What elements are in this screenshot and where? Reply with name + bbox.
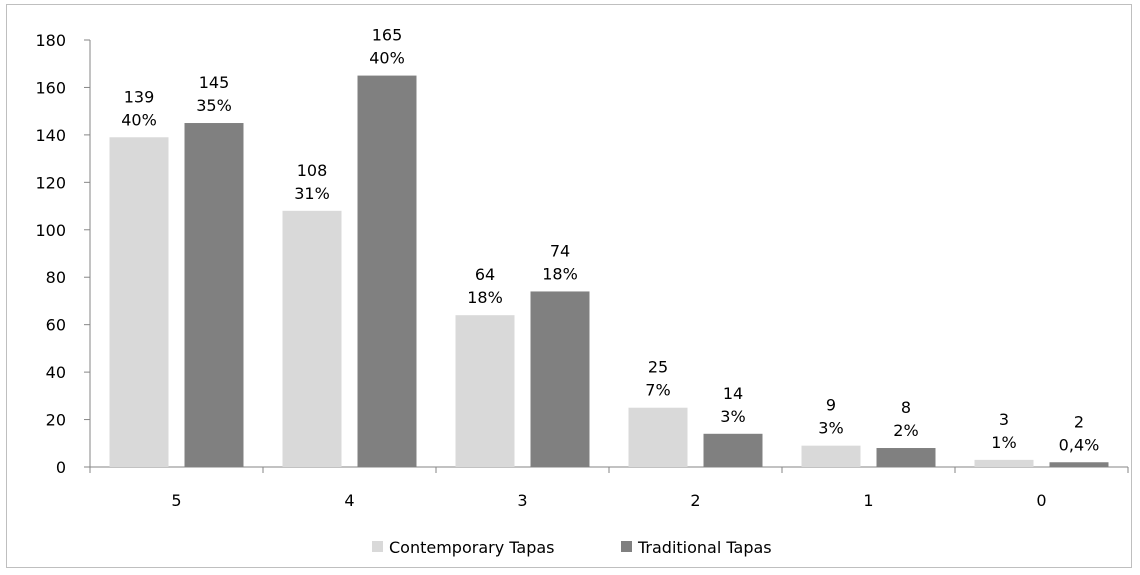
bar-contemporary — [282, 210, 342, 468]
data-label-value: 64 — [475, 265, 495, 284]
data-label-value: 108 — [297, 161, 328, 180]
data-label-value: 8 — [901, 398, 911, 417]
y-tick-label: 20 — [46, 411, 66, 430]
bar-contemporary — [801, 445, 861, 467]
y-tick-label: 140 — [35, 126, 66, 145]
y-axis: 0 20 40 60 80 100 120 140 160 180 — [35, 31, 91, 477]
x-tick-label: 0 — [1036, 491, 1046, 510]
data-label-value: 2 — [1074, 412, 1084, 431]
y-tick-label: 180 — [35, 31, 66, 50]
y-tick-label: 80 — [46, 268, 66, 287]
bar-traditional — [876, 448, 936, 467]
bars — [109, 75, 1109, 468]
x-tick-label: 2 — [690, 491, 700, 510]
data-label-value: 74 — [550, 241, 570, 260]
data-label-value: 3 — [999, 410, 1009, 429]
data-label-value: 25 — [648, 358, 668, 377]
x-axis: 5 4 3 2 1 0 — [89, 466, 1129, 510]
x-tick-label: 5 — [171, 491, 181, 510]
bar-contemporary — [455, 315, 515, 467]
y-tick-label: 160 — [35, 78, 66, 97]
data-label-percent: 7% — [645, 381, 670, 400]
bar-contemporary — [628, 407, 688, 467]
x-tick-label: 3 — [517, 491, 527, 510]
bar-traditional — [184, 123, 244, 468]
data-label-percent: 2% — [893, 421, 918, 440]
legend-swatch — [621, 541, 632, 552]
data-label-percent: 40% — [369, 49, 405, 68]
x-tick-label: 4 — [344, 491, 354, 510]
x-tick-label: 1 — [863, 491, 873, 510]
data-label-percent: 18% — [542, 264, 578, 283]
bar-traditional — [703, 433, 763, 467]
y-tick-label: 40 — [46, 363, 66, 382]
data-label-percent: 0,4% — [1059, 435, 1100, 454]
y-tick-label: 60 — [46, 316, 66, 335]
bar-traditional — [530, 291, 590, 467]
data-label-percent: 31% — [294, 184, 330, 203]
data-label-percent: 3% — [720, 407, 745, 426]
data-label-value: 145 — [199, 73, 230, 92]
data-label-value: 14 — [723, 384, 743, 403]
legend-label: Traditional Tapas — [637, 538, 772, 557]
bar-traditional — [1049, 462, 1109, 467]
data-label-percent: 35% — [196, 96, 232, 115]
data-label-percent: 18% — [467, 288, 503, 307]
y-tick-label: 120 — [35, 173, 66, 192]
y-tick-label: 0 — [56, 458, 66, 477]
data-label-percent: 1% — [991, 433, 1016, 452]
data-label-value: 9 — [826, 396, 836, 415]
bar-contemporary — [109, 137, 169, 467]
data-label-value: 165 — [372, 26, 403, 45]
bar-contemporary — [974, 459, 1034, 467]
y-tick-label: 100 — [35, 221, 66, 240]
data-label-percent: 40% — [121, 110, 157, 129]
bar-traditional — [357, 75, 417, 467]
data-label-value: 139 — [124, 87, 155, 106]
legend-label: Contemporary Tapas — [389, 538, 555, 557]
data-label-percent: 3% — [818, 419, 843, 438]
legend-swatch — [372, 541, 383, 552]
legend: Contemporary Tapas Traditional Tapas — [372, 538, 772, 557]
